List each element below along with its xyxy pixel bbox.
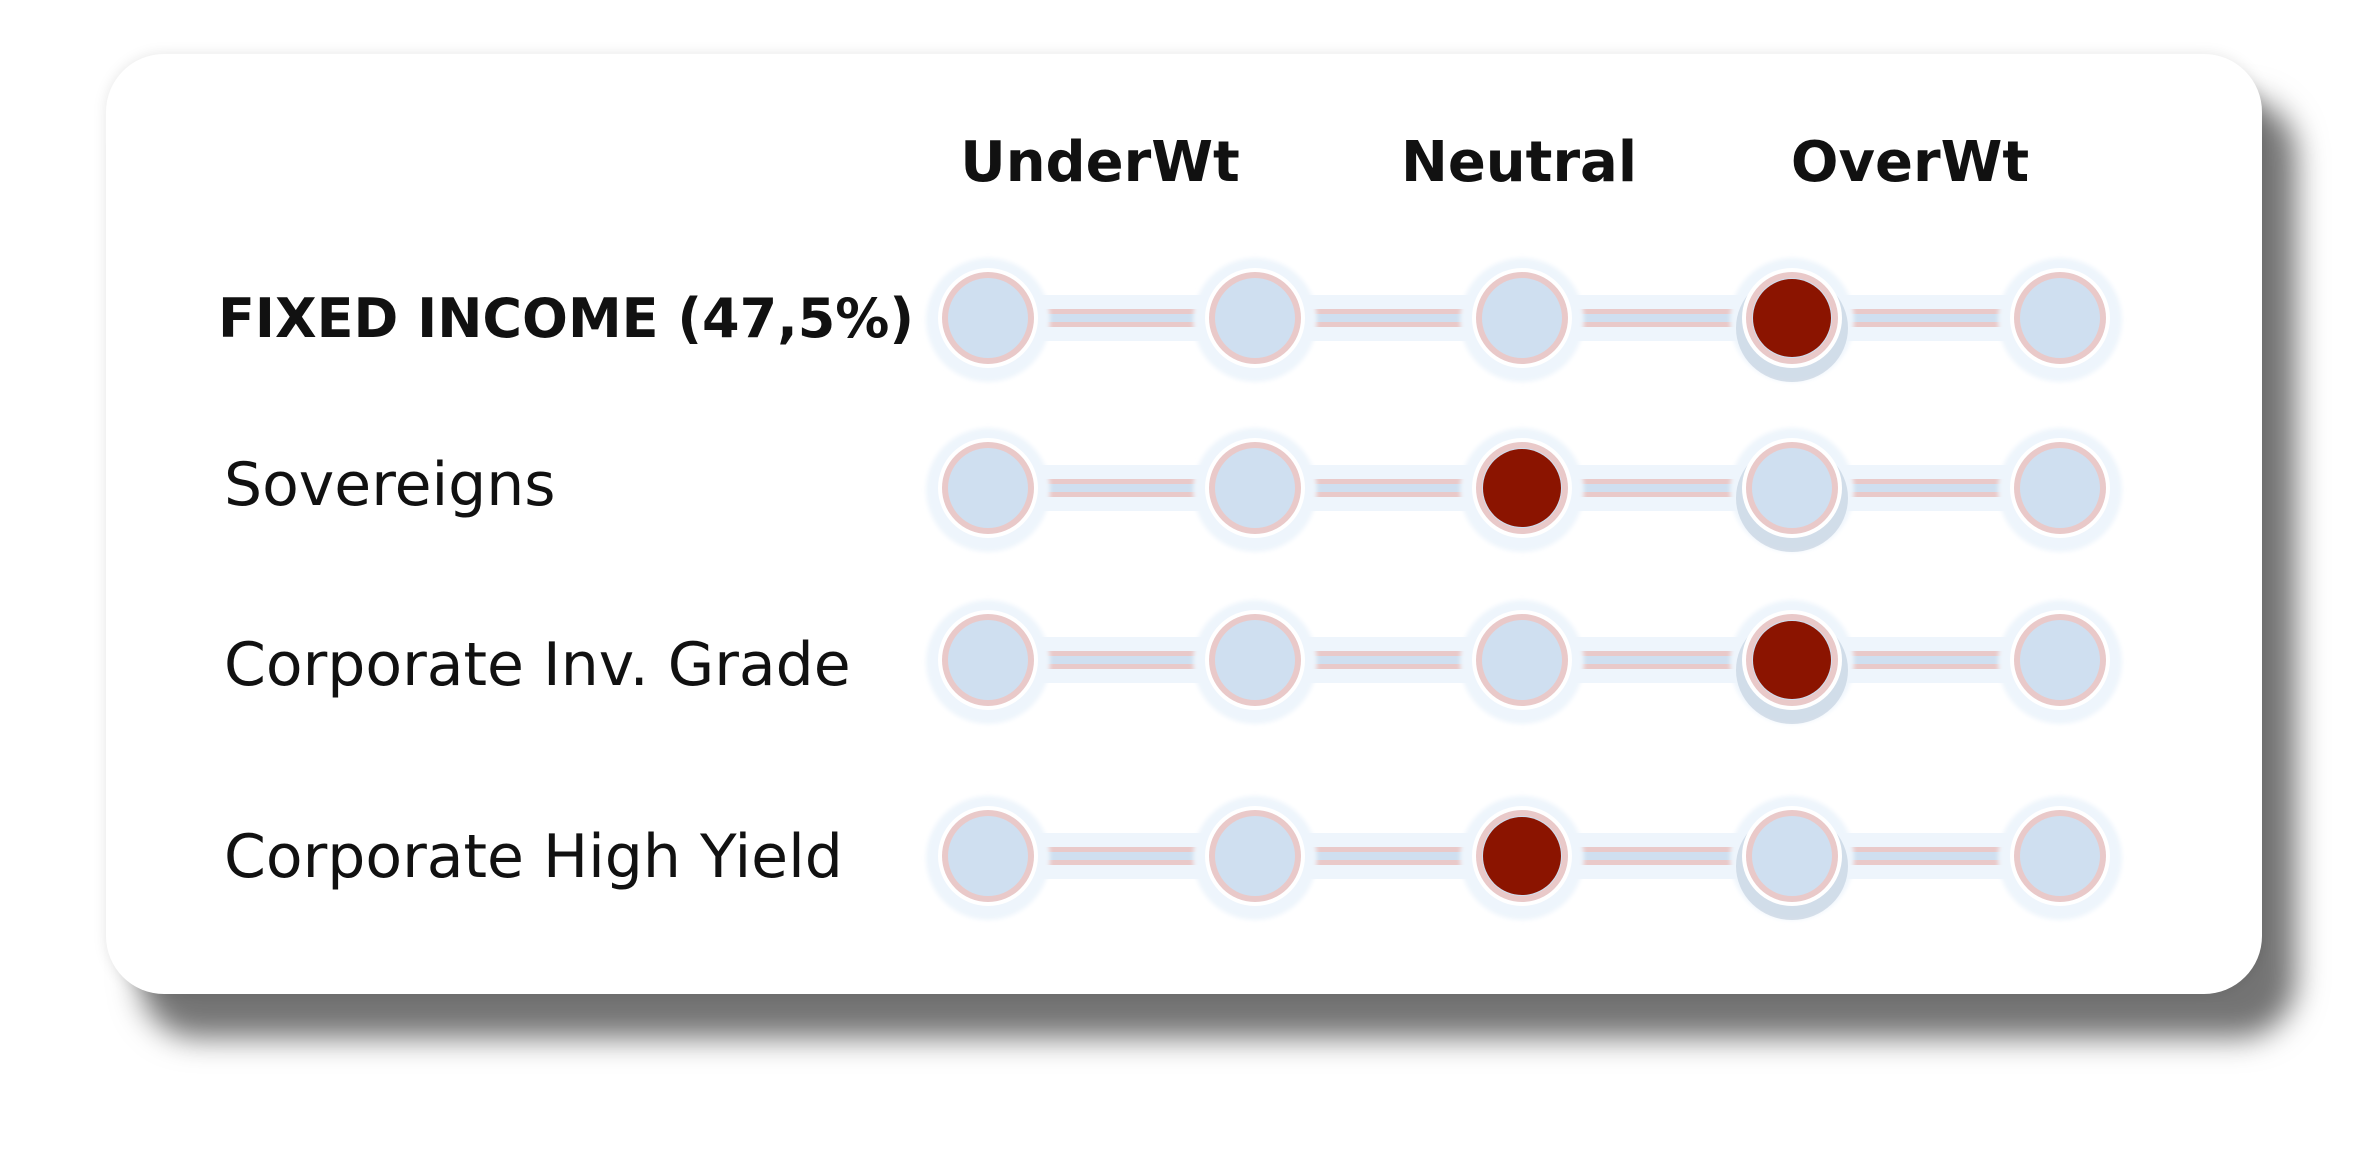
row-1-node-5 — [2020, 278, 2100, 358]
row-3-node-5 — [2020, 620, 2100, 700]
row-2-node-5 — [2020, 448, 2100, 528]
row-3-node-2 — [1215, 620, 1295, 700]
row-label-fixed-income: FIXED INCOME (47,5%) — [218, 287, 915, 350]
row-4-node-1 — [948, 816, 1028, 896]
row-label-sovereigns: Sovereigns — [224, 450, 556, 520]
scale-label-overwt: OverWt — [1790, 130, 2030, 195]
row-4-selected-marker — [1483, 817, 1561, 895]
row-4-node-4 — [1752, 816, 1832, 896]
row-1-selected-marker — [1753, 279, 1831, 357]
row-3-selected-marker — [1753, 621, 1831, 699]
row-2-node-1 — [948, 448, 1028, 528]
row-label-corporate-high-yield: Corporate High Yield — [224, 822, 843, 892]
scale-label-underwt: UnderWt — [960, 130, 1240, 195]
row-1-node-1 — [948, 278, 1028, 358]
row-4-node-2 — [1215, 816, 1295, 896]
row-1-node-2 — [1215, 278, 1295, 358]
row-4-node-5 — [2020, 816, 2100, 896]
row-2-node-2 — [1215, 448, 1295, 528]
row-2-node-4 — [1752, 448, 1832, 528]
row-3-node-3 — [1482, 620, 1562, 700]
row-2-selected-marker — [1483, 449, 1561, 527]
row-1-node-3 — [1482, 278, 1562, 358]
row-label-corporate-inv-grade: Corporate Inv. Grade — [224, 630, 851, 700]
scale-label-neutral: Neutral — [1400, 130, 1638, 195]
row-3-node-1 — [948, 620, 1028, 700]
